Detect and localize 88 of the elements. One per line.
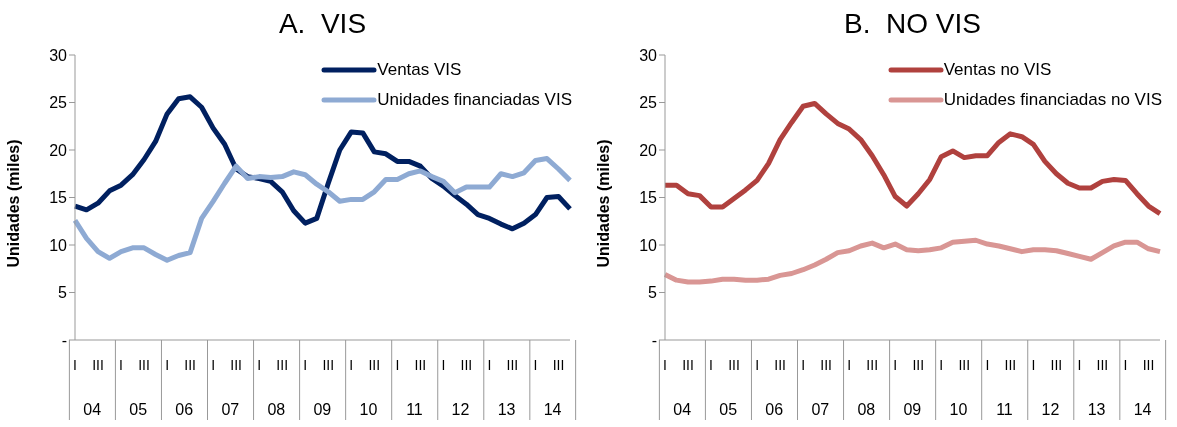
x-tick-label: III xyxy=(1004,357,1017,373)
x-tick-label: III xyxy=(1096,357,1109,373)
x-tick-label: I xyxy=(257,357,262,373)
x-tick-label: III xyxy=(682,357,694,373)
y-tick-label: 25 xyxy=(49,94,68,112)
y-axis-title: Unidades (miles) xyxy=(4,139,22,268)
x-tick-label: I xyxy=(211,357,216,373)
y-tick-label: 5 xyxy=(58,284,68,302)
x-tick-label: III xyxy=(92,357,104,373)
text: 13 xyxy=(1087,401,1106,418)
text: 07 xyxy=(221,401,240,418)
text: 06 xyxy=(175,401,194,418)
x-tick-label: I xyxy=(801,357,806,373)
y-tick-label: 15 xyxy=(639,189,658,207)
text: 12 xyxy=(1041,401,1060,418)
y-tick-label: 5 xyxy=(648,284,658,302)
legend-label: Ventas VIS xyxy=(377,60,462,80)
text: 10 xyxy=(949,401,968,418)
x-tick-label: III xyxy=(866,357,879,373)
y-tick-label: 10 xyxy=(49,236,68,254)
x-tick-label: I xyxy=(985,357,990,373)
x-tick-label: III xyxy=(368,357,381,373)
chart-title: B. NO VIS xyxy=(843,8,982,40)
x-tick-label: I xyxy=(303,357,308,373)
x-tick-label: III xyxy=(958,357,971,373)
text: 10 xyxy=(359,401,378,418)
text: 11 xyxy=(996,401,1013,418)
x-tick-label: III xyxy=(552,357,565,373)
text: 08 xyxy=(857,401,876,418)
x-tick-label: I xyxy=(893,357,898,373)
x-tick-label: I xyxy=(533,357,538,373)
x-tick-label: III xyxy=(728,357,740,373)
y-tick-label: 20 xyxy=(49,141,68,159)
x-tick-label: I xyxy=(395,357,400,373)
text: 09 xyxy=(313,401,332,418)
y-tick-label: 30 xyxy=(49,46,68,64)
legend-label: Unidades financiadas no VIS xyxy=(943,90,1162,110)
text: 05 xyxy=(719,401,738,418)
x-tick-label: III xyxy=(460,357,473,373)
x-tick-label: I xyxy=(1031,357,1036,373)
x-tick-label: III xyxy=(322,357,335,373)
legend-label: Unidades financiadas VIS xyxy=(377,90,572,110)
x-tick-label: III xyxy=(1142,357,1155,373)
x-tick-label: III xyxy=(138,357,150,373)
x-tick-label: I xyxy=(939,357,944,373)
x-tick-label: I xyxy=(847,357,852,373)
text: 09 xyxy=(903,401,922,418)
text: 12 xyxy=(451,401,470,418)
x-tick-label: III xyxy=(774,357,786,373)
y-tick-label: 30 xyxy=(639,46,658,64)
text: 08 xyxy=(267,401,286,418)
x-tick-label: I xyxy=(663,357,667,373)
text: 04 xyxy=(673,401,692,418)
text: 14 xyxy=(543,401,562,418)
x-tick-label: III xyxy=(276,357,289,373)
text: 04 xyxy=(83,401,102,418)
x-tick-label: III xyxy=(414,357,427,373)
text: 07 xyxy=(811,401,830,418)
text: 14 xyxy=(1133,401,1152,418)
x-tick-label: III xyxy=(1050,357,1063,373)
text: 13 xyxy=(497,401,516,418)
x-tick-label: I xyxy=(709,357,713,373)
x-tick-label: I xyxy=(441,357,446,373)
x-tick-label: III xyxy=(184,357,196,373)
y-tick-label: 15 xyxy=(49,189,68,207)
x-tick-label: III xyxy=(230,357,242,373)
x-tick-label: I xyxy=(73,357,77,373)
y-tick-label: - xyxy=(651,331,657,349)
x-tick-label: I xyxy=(755,357,760,373)
y-tick-label: - xyxy=(61,331,67,349)
y-axis-title: Unidades (miles) xyxy=(594,139,612,268)
x-tick-label: I xyxy=(349,357,354,373)
x-tick-label: I xyxy=(1077,357,1082,373)
x-tick-label: I xyxy=(165,357,170,373)
x-tick-label: I xyxy=(119,357,123,373)
chart-title: A. VIS xyxy=(277,8,368,40)
text: 06 xyxy=(765,401,784,418)
x-tick-label: III xyxy=(506,357,519,373)
x-tick-label: III xyxy=(912,357,925,373)
legend-label: Ventas no VIS xyxy=(943,60,1052,80)
text: 05 xyxy=(129,401,148,418)
y-tick-label: 25 xyxy=(639,94,658,112)
y-tick-label: 10 xyxy=(639,236,658,254)
x-tick-label: III xyxy=(820,357,832,373)
text: 11 xyxy=(406,401,423,418)
y-tick-label: 20 xyxy=(639,141,658,159)
x-tick-label: I xyxy=(1123,357,1128,373)
x-tick-label: I xyxy=(487,357,492,373)
